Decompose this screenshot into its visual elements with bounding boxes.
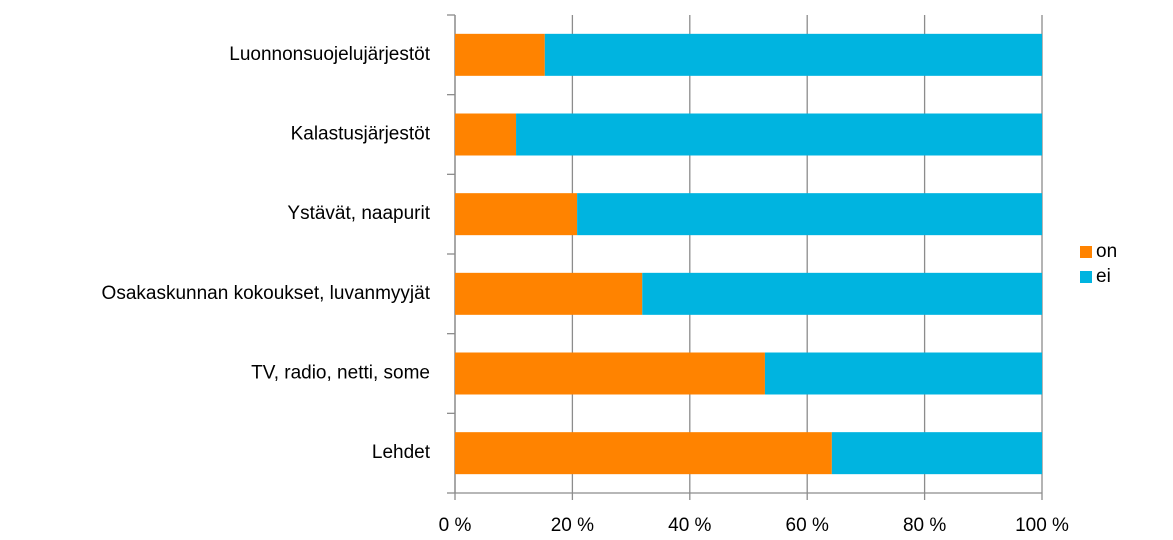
x-tick-label: 100 %: [1015, 515, 1069, 536]
bar-segment: [455, 352, 765, 395]
legend-swatch: [1080, 271, 1092, 283]
x-tick-label: 40 %: [668, 515, 711, 536]
bar-segment: [516, 113, 1042, 156]
y-tick-label: Lehdet: [372, 442, 431, 463]
bar-segment: [764, 352, 1042, 395]
bar-segment: [831, 432, 1042, 475]
bar-segment: [455, 272, 643, 315]
y-tick-label: TV, radio, netti, some: [251, 363, 430, 384]
legend-label: on: [1096, 241, 1117, 262]
y-tick-label: Luonnonsuojelujärjestöt: [229, 44, 430, 65]
y-tick-label: Ystävät, naapurit: [287, 203, 430, 224]
bar-segment: [455, 113, 517, 156]
y-tick-label: Osakaskunnan kokoukset, luvanmyyjät: [102, 283, 431, 304]
bar-segment: [642, 272, 1042, 315]
bar-segment: [455, 193, 578, 236]
legend-swatch: [1080, 246, 1092, 258]
x-tick-label: 60 %: [786, 515, 829, 536]
x-tick-label: 0 %: [439, 515, 472, 536]
bar-segment: [544, 33, 1042, 76]
bar-segment: [455, 33, 545, 76]
x-tick-label: 20 %: [551, 515, 594, 536]
y-tick-label: Kalastusjärjestöt: [291, 124, 431, 145]
legend-label: ei: [1096, 266, 1111, 287]
x-tick-label: 80 %: [903, 515, 946, 536]
bar-segment: [577, 193, 1042, 236]
bar-segment: [455, 432, 832, 475]
